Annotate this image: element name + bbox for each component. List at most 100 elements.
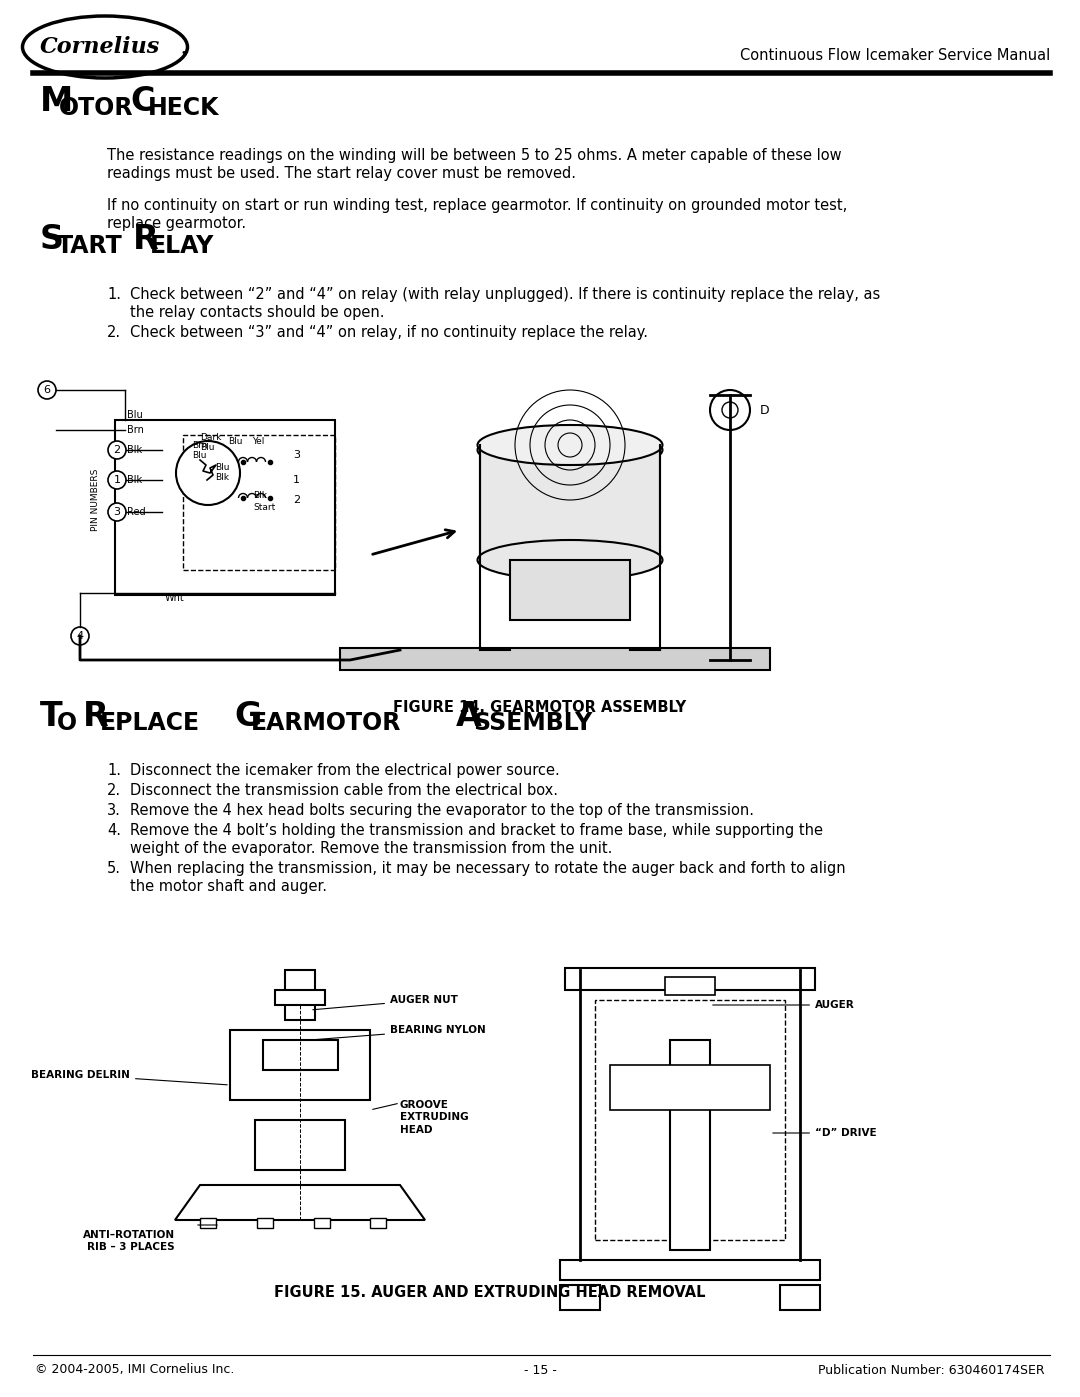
Text: Start: Start xyxy=(253,503,275,513)
Text: Remove the 4 hex head bolts securing the evaporator to the top of the transmissi: Remove the 4 hex head bolts securing the… xyxy=(130,803,754,819)
Text: 6: 6 xyxy=(43,386,51,395)
Text: ANTI–ROTATION
RIB – 3 PLACES: ANTI–ROTATION RIB – 3 PLACES xyxy=(83,1229,175,1252)
Text: Blu: Blu xyxy=(215,462,229,472)
Text: Check between “3” and “4” on relay, if no continuity replace the relay.: Check between “3” and “4” on relay, if n… xyxy=(130,326,648,339)
Text: T: T xyxy=(40,700,63,733)
Text: The resistance readings on the winding will be between 5 to 25 ohms. A meter cap: The resistance readings on the winding w… xyxy=(107,148,841,163)
Text: Brn: Brn xyxy=(127,425,144,434)
Text: OTOR: OTOR xyxy=(59,96,134,120)
Circle shape xyxy=(710,390,750,430)
Bar xyxy=(114,420,335,595)
Text: Blk: Blk xyxy=(127,446,143,455)
Text: Remove the 4 bolt’s holding the transmission and bracket to frame base, while su: Remove the 4 bolt’s holding the transmis… xyxy=(130,823,823,838)
Text: 2: 2 xyxy=(293,495,300,504)
Text: 4.: 4. xyxy=(107,823,121,838)
Text: 1.: 1. xyxy=(107,286,121,302)
Bar xyxy=(670,1039,710,1250)
Text: Blu: Blu xyxy=(192,451,206,461)
Text: 4: 4 xyxy=(77,631,83,641)
Bar xyxy=(230,1030,370,1099)
Text: the motor shaft and auger.: the motor shaft and auger. xyxy=(130,879,327,894)
Circle shape xyxy=(108,503,126,521)
Bar xyxy=(780,1285,820,1310)
Text: 3: 3 xyxy=(113,507,121,517)
Text: When replacing the transmission, it may be necessary to rotate the auger back an: When replacing the transmission, it may … xyxy=(130,861,846,876)
Bar xyxy=(264,1039,338,1070)
Text: •: • xyxy=(180,47,186,59)
Text: replace gearmotor.: replace gearmotor. xyxy=(107,217,246,231)
Text: Brn: Brn xyxy=(192,440,207,450)
Text: “D” DRIVE: “D” DRIVE xyxy=(773,1127,877,1139)
Text: 2.: 2. xyxy=(107,782,121,798)
Bar xyxy=(285,970,315,1020)
Bar xyxy=(610,1065,770,1111)
Text: Publication Number: 630460174SER: Publication Number: 630460174SER xyxy=(819,1363,1045,1376)
Bar xyxy=(255,1120,345,1171)
Text: the relay contacts should be open.: the relay contacts should be open. xyxy=(130,305,384,320)
Text: © 2004-2005, IMI Cornelius Inc.: © 2004-2005, IMI Cornelius Inc. xyxy=(35,1363,234,1376)
Text: 1.: 1. xyxy=(107,763,121,778)
Text: G: G xyxy=(234,700,261,733)
Bar xyxy=(565,968,815,990)
Text: EPLACE: EPLACE xyxy=(100,711,200,735)
Bar xyxy=(561,1260,820,1280)
Text: 2.: 2. xyxy=(107,326,121,339)
Circle shape xyxy=(176,441,240,504)
Text: Yel: Yel xyxy=(252,437,265,447)
Text: ELAY: ELAY xyxy=(150,235,214,258)
Circle shape xyxy=(108,471,126,489)
Text: R: R xyxy=(83,700,109,733)
Text: weight of the evaporator. Remove the transmission from the unit.: weight of the evaporator. Remove the tra… xyxy=(130,841,612,856)
Text: Blk: Blk xyxy=(127,475,143,485)
Ellipse shape xyxy=(477,430,662,469)
Bar xyxy=(595,1000,785,1241)
Circle shape xyxy=(108,441,126,460)
Text: Red: Red xyxy=(127,507,146,517)
Ellipse shape xyxy=(477,541,662,580)
Bar xyxy=(183,434,335,570)
Bar xyxy=(257,1218,273,1228)
Text: AUGER: AUGER xyxy=(713,1000,854,1010)
Bar xyxy=(314,1218,330,1228)
Text: BEARING NYLON: BEARING NYLON xyxy=(313,1025,486,1039)
Text: Dark: Dark xyxy=(200,433,221,443)
Text: PIN NUMBERS: PIN NUMBERS xyxy=(91,469,99,531)
Polygon shape xyxy=(175,1185,426,1220)
Ellipse shape xyxy=(477,425,662,465)
Circle shape xyxy=(71,627,89,645)
Bar xyxy=(340,648,770,671)
Text: O: O xyxy=(57,711,77,735)
Text: Disconnect the icemaker from the electrical power source.: Disconnect the icemaker from the electri… xyxy=(130,763,559,778)
Text: Blk: Blk xyxy=(215,474,229,482)
Text: AUGER NUT: AUGER NUT xyxy=(313,995,458,1010)
Text: BEARING DELRIN: BEARING DELRIN xyxy=(31,1070,227,1085)
Bar xyxy=(510,560,630,620)
Text: R: R xyxy=(133,224,159,256)
Text: FIGURE 15. AUGER AND EXTRUDING HEAD REMOVAL: FIGURE 15. AUGER AND EXTRUDING HEAD REMO… xyxy=(274,1285,705,1301)
Bar xyxy=(665,977,715,995)
Text: If no continuity on start or run winding test, replace gearmotor. If continuity : If no continuity on start or run winding… xyxy=(107,198,847,212)
Text: M: M xyxy=(40,85,73,117)
Text: 2: 2 xyxy=(113,446,121,455)
Bar xyxy=(370,1218,386,1228)
Bar xyxy=(480,446,660,560)
Text: TART: TART xyxy=(57,235,123,258)
Text: FIGURE 14. GEARMOTOR ASSEMBLY: FIGURE 14. GEARMOTOR ASSEMBLY xyxy=(393,700,687,715)
Bar xyxy=(561,1285,600,1310)
Text: Blk: Blk xyxy=(253,490,267,500)
Bar xyxy=(200,1218,216,1228)
Text: Disconnect the transmission cable from the electrical box.: Disconnect the transmission cable from t… xyxy=(130,782,558,798)
Text: D: D xyxy=(760,404,770,416)
Text: A: A xyxy=(456,700,482,733)
Text: Wht: Wht xyxy=(165,592,185,604)
Text: EARMOTOR: EARMOTOR xyxy=(251,711,402,735)
Bar xyxy=(275,990,325,1004)
Text: Continuous Flow Icemaker Service Manual: Continuous Flow Icemaker Service Manual xyxy=(740,47,1050,63)
Text: Blu: Blu xyxy=(228,437,243,447)
Text: 1: 1 xyxy=(293,475,300,485)
Text: C: C xyxy=(130,85,154,117)
Circle shape xyxy=(38,381,56,400)
Text: GROOVE
EXTRUDING
HEAD: GROOVE EXTRUDING HEAD xyxy=(400,1099,469,1134)
Text: Blu: Blu xyxy=(200,443,215,451)
Text: Check between “2” and “4” on relay (with relay unplugged). If there is continuit: Check between “2” and “4” on relay (with… xyxy=(130,286,880,302)
